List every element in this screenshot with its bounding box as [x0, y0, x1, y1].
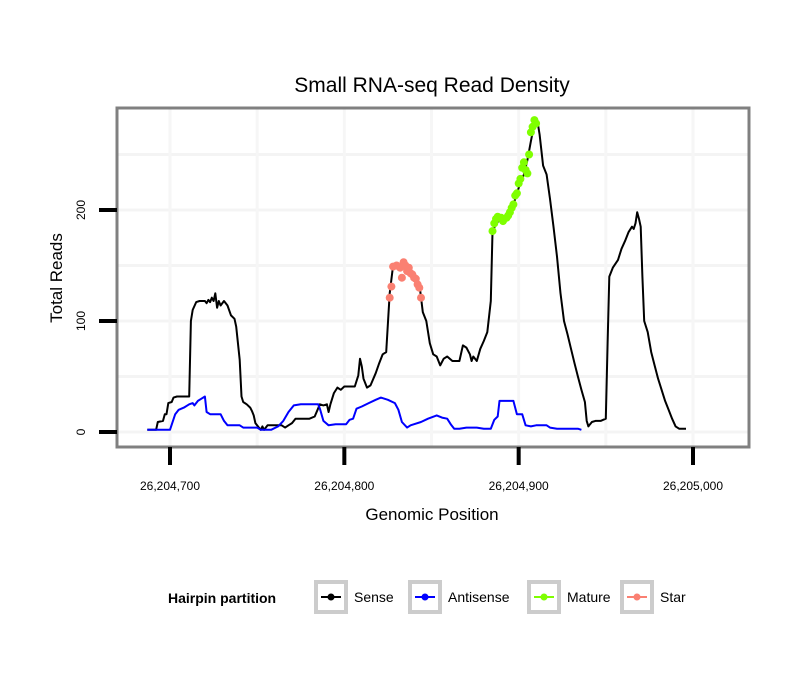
data-point-mature: [532, 119, 541, 128]
x-axis-title: Genomic Position: [365, 505, 498, 524]
y-tick-label: 100: [74, 311, 88, 331]
series-line-antisense: [147, 395, 582, 431]
y-axis: 0 100 200: [74, 200, 117, 435]
data-point-mature: [519, 158, 528, 167]
data-point-mature: [523, 169, 532, 178]
x-axis: 26,204,700 26,204,800 26,204,900 26,205,000: [140, 447, 723, 493]
y-tick-label: 0: [74, 428, 88, 435]
legend-title: Hairpin partition: [168, 590, 277, 606]
plot-border: [115, 106, 751, 449]
data-point-star: [417, 293, 425, 302]
x-tick-label: 26,204,800: [314, 479, 374, 493]
legend-item-star: Star: [620, 580, 686, 614]
legend-item-antisense: Antisense: [408, 580, 509, 614]
data-point-star: [387, 282, 396, 291]
legend-label: Sense: [354, 589, 394, 605]
legend-item-mature: Mature: [527, 580, 611, 614]
x-tick-label: 26,204,900: [489, 479, 549, 493]
series-layer: [147, 116, 686, 431]
data-point-star: [415, 283, 424, 292]
data-point-mature: [516, 174, 525, 183]
legend-item-sense: Sense: [314, 580, 394, 614]
legend-key-mature: [527, 580, 561, 614]
legend-key-sense: [314, 580, 348, 614]
y-axis-title: Total Reads: [47, 233, 66, 323]
legend-label: Star: [660, 589, 686, 605]
legend: Hairpin partition Sense Antisense Mature…: [0, 575, 810, 619]
x-tick-label: 26,204,700: [140, 479, 200, 493]
legend-key-star: [620, 580, 654, 614]
data-point-mature: [512, 189, 521, 198]
data-point-mature: [525, 150, 534, 159]
data-point-star: [397, 273, 406, 282]
y-tick-label: 200: [74, 200, 88, 220]
data-point-mature: [509, 200, 518, 209]
data-point-mature: [488, 227, 497, 236]
data-point-star: [385, 293, 394, 302]
legend-label: Mature: [567, 589, 611, 605]
legend-label: Antisense: [448, 589, 510, 605]
chart-title: Small RNA-seq Read Density: [294, 74, 570, 97]
x-tick-label: 26,205,000: [663, 479, 723, 493]
legend-key-antisense: [408, 580, 442, 614]
